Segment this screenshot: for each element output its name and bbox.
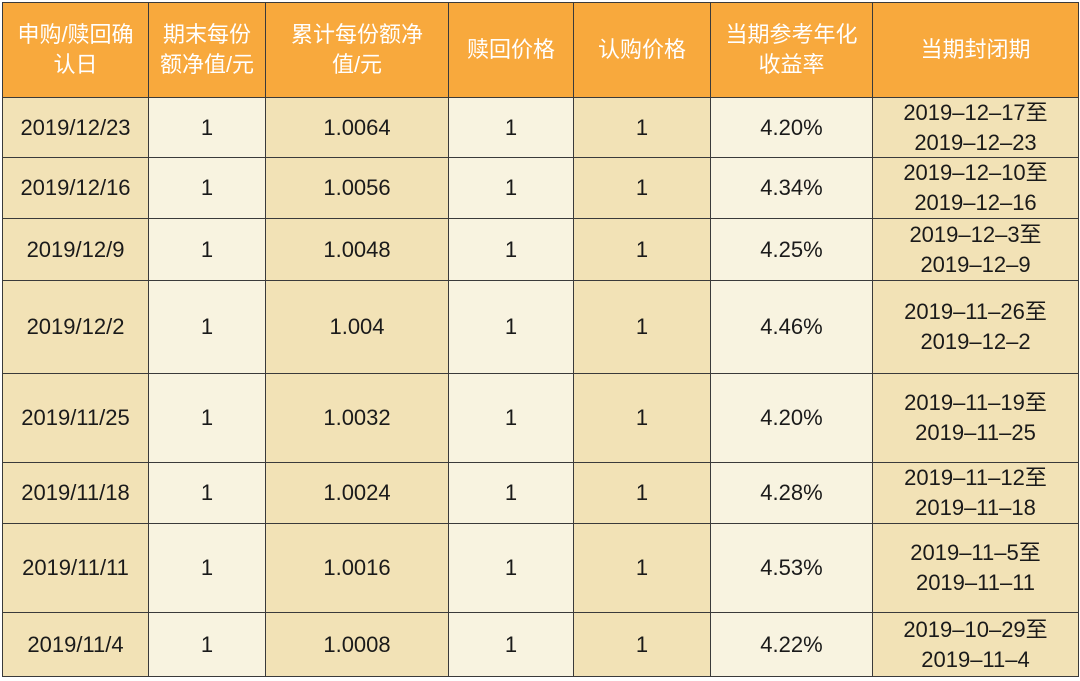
table-cell: 1 bbox=[448, 523, 574, 613]
cell-line: 认日 bbox=[53, 52, 98, 77]
cell-line: 2019–12–9 bbox=[920, 251, 1031, 277]
table-cell: 2019/11/11 bbox=[2, 523, 149, 613]
table-cell: 1 bbox=[448, 462, 574, 524]
table-cell: 2019/12/2 bbox=[2, 280, 149, 374]
cell-line: 额净值/元 bbox=[159, 52, 255, 77]
cell-line: 2019–11–5至 bbox=[910, 540, 1041, 565]
table-cell: 2019–11–5至 2019–11–11 bbox=[872, 523, 1079, 613]
table-cell: 1.004 bbox=[265, 280, 449, 374]
table-cell: 1 bbox=[448, 612, 574, 677]
table-cell: 2019/12/9 bbox=[2, 218, 149, 281]
table-cell: 1 bbox=[448, 97, 574, 158]
header-cell: 认购价格 bbox=[573, 2, 711, 98]
table-cell: 1 bbox=[573, 462, 711, 524]
cell-line: 2019–11–18 bbox=[915, 495, 1036, 520]
table-cell: 4.53% bbox=[710, 523, 873, 613]
table-cell: 4.34% bbox=[710, 157, 873, 219]
table-cell: 1 bbox=[448, 280, 574, 374]
cell-line: 赎回价格 bbox=[466, 37, 555, 62]
header-cell: 当期参考年化 收益率 bbox=[710, 2, 873, 98]
table-cell: 2019–11–12至 2019–11–18 bbox=[872, 462, 1079, 524]
table-cell: 2019/12/23 bbox=[2, 97, 149, 158]
cell-line: 2019–11–4 bbox=[921, 646, 1030, 672]
table-cell: 1 bbox=[148, 97, 266, 158]
cell-line: 2019–12–17至 bbox=[903, 99, 1048, 125]
table-cell: 2019–12–17至 2019–12–23 bbox=[872, 97, 1079, 158]
cell-line: 值/元 bbox=[331, 52, 383, 77]
header-cell: 当期封闭期 bbox=[872, 2, 1079, 98]
cell-line: 2019–12–23 bbox=[914, 129, 1037, 155]
table-cell: 2019/11/18 bbox=[2, 462, 149, 524]
cell-line: 收益率 bbox=[758, 52, 825, 77]
cell-line: 2019–12–10至 bbox=[903, 160, 1048, 185]
table-cell: 4.20% bbox=[710, 97, 873, 158]
cell-line: 认购价格 bbox=[597, 37, 686, 62]
table-cell: 2019/11/25 bbox=[2, 373, 149, 463]
cell-line: 2019–11–19至 bbox=[904, 390, 1047, 415]
header-cell: 累计每份额净 值/元 bbox=[265, 2, 449, 98]
table-cell: 1 bbox=[148, 612, 266, 677]
cell-line: 2019–10–29至 bbox=[903, 616, 1048, 642]
table-cell: 1 bbox=[448, 157, 574, 219]
cell-line: 当期封闭期 bbox=[920, 37, 1031, 62]
table-cell: 4.22% bbox=[710, 612, 873, 677]
table-cell: 2019/11/4 bbox=[2, 612, 149, 677]
table-cell: 1 bbox=[148, 157, 266, 219]
table-cell: 2019–12–3至 2019–12–9 bbox=[872, 218, 1079, 281]
table-cell: 1 bbox=[573, 280, 711, 374]
header-cell: 期末每份额净值/元 bbox=[148, 2, 266, 98]
table-cell: 1 bbox=[148, 218, 266, 281]
cell-line: 累计每份额净 bbox=[290, 22, 423, 47]
cell-line: 申购/赎回确 bbox=[17, 22, 134, 47]
table-cell: 1 bbox=[573, 218, 711, 281]
table-cell: 1.0032 bbox=[265, 373, 449, 463]
table-cell: 1 bbox=[448, 218, 574, 281]
table-cell: 1 bbox=[148, 462, 266, 524]
cell-line: 2019–11–12至 bbox=[904, 465, 1047, 490]
table-cell: 1 bbox=[573, 523, 711, 613]
table-cell: 1 bbox=[148, 523, 266, 613]
table-cell: 1.0056 bbox=[265, 157, 449, 219]
table-cell: 1 bbox=[148, 373, 266, 463]
table-cell: 1 bbox=[573, 157, 711, 219]
table-cell: 1.0048 bbox=[265, 218, 449, 281]
cell-line: 2019–12–3至 bbox=[909, 221, 1042, 247]
table-cell: 1 bbox=[448, 373, 574, 463]
table-cell: 2019–12–10至 2019–12–16 bbox=[872, 157, 1079, 219]
cell-line: 2019–11–26至 bbox=[904, 299, 1047, 324]
cell-line: 2019–12–16 bbox=[914, 190, 1037, 215]
table-cell: 2019–11–26至 2019–12–2 bbox=[872, 280, 1079, 374]
cell-line: 期末每份 bbox=[162, 22, 251, 47]
table-cell: 1 bbox=[573, 373, 711, 463]
table-cell: 1 bbox=[573, 97, 711, 158]
table-cell: 1.0064 bbox=[265, 97, 449, 158]
table-cell: 4.20% bbox=[710, 373, 873, 463]
cell-line: 2019–12–2 bbox=[920, 329, 1031, 354]
table-cell: 4.46% bbox=[710, 280, 873, 374]
cell-line: 2019–11–25 bbox=[915, 420, 1036, 445]
table-cell: 1.0024 bbox=[265, 462, 449, 524]
cell-line: 当期参考年化 bbox=[725, 22, 858, 47]
table-cell: 1.0016 bbox=[265, 523, 449, 613]
cell-line: 2019–11–11 bbox=[915, 570, 1036, 595]
table-cell: 4.25% bbox=[710, 218, 873, 281]
header-cell: 申购/赎回确 认日 bbox=[2, 2, 149, 98]
table-cell: 1.0008 bbox=[265, 612, 449, 677]
table-cell: 2019/12/16 bbox=[2, 157, 149, 219]
table-cell: 4.28% bbox=[710, 462, 873, 524]
table-cell: 2019–11–19至 2019–11–25 bbox=[872, 373, 1079, 463]
table-cell: 1 bbox=[573, 612, 711, 677]
header-cell: 赎回价格 bbox=[448, 2, 574, 98]
table-cell: 2019–10–29至 2019–11–4 bbox=[872, 612, 1079, 677]
table-cell: 1 bbox=[148, 280, 266, 374]
